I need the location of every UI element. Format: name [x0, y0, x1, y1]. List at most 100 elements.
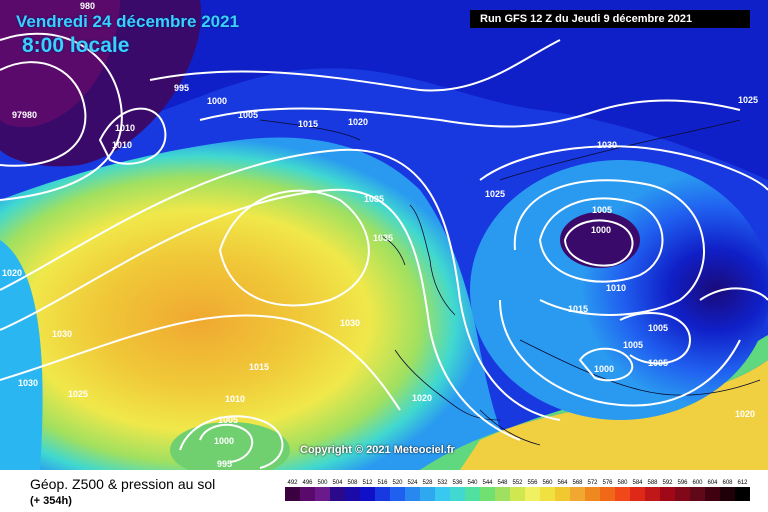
isobar [199, 99, 741, 128]
scale-swatch [645, 487, 660, 501]
forecast-date: Vendredi 24 décembre 2021 [16, 12, 240, 31]
scale-swatch [525, 487, 540, 501]
isobar-label: 1015 [568, 304, 588, 314]
scale-swatch [735, 487, 750, 501]
scale-tick-label: 520 [392, 480, 403, 486]
isobar [0, 188, 521, 441]
subtropical-ridge [0, 137, 520, 470]
scale-swatch [360, 487, 375, 501]
scale-tick-label: 612 [737, 480, 748, 486]
scale-tick-label: 512 [362, 480, 373, 486]
isobar-label: 1035 [364, 194, 384, 204]
isobar [179, 415, 284, 469]
isobar-label: 1020 [412, 393, 432, 403]
isobar-label: 1030 [597, 140, 617, 150]
isobar [0, 61, 87, 167]
isobar-label: 1020 [348, 117, 368, 127]
scale-tick-label: 500 [317, 480, 328, 486]
isobar [619, 311, 692, 365]
isobars [0, 32, 768, 469]
isobar-label: 1005 [623, 340, 643, 350]
isobar [0, 32, 123, 201]
isobar [149, 39, 561, 92]
scale-tick-label: 492 [287, 480, 298, 486]
coastlines [259, 119, 761, 446]
scale-tick-label: 544 [482, 480, 493, 486]
isobar-label: 1005 [592, 205, 612, 215]
scale-swatch [690, 487, 705, 501]
isobar-label: 1000 [591, 225, 611, 235]
scale-tick-label: 504 [332, 480, 343, 486]
scale-tick-label: 540 [467, 480, 478, 486]
polar-vortex-core [0, 0, 120, 128]
scale-swatch [675, 487, 690, 501]
isobar [218, 189, 370, 307]
scale-swatch [615, 487, 630, 501]
scale-tick-label: 564 [557, 480, 568, 486]
isobar-label: 1005 [238, 110, 258, 120]
isobar-label: 995 [217, 459, 232, 469]
scale-swatch [390, 487, 405, 501]
isobar-label: 1030 [18, 378, 38, 388]
isobar-label: 1010 [225, 394, 245, 404]
isobar-label: 1010 [115, 123, 135, 133]
isobar-label: 1015 [298, 119, 318, 129]
isobar-label: 1010 [606, 283, 626, 293]
scale-swatch [345, 487, 360, 501]
isobar-label: 1000 [214, 436, 234, 446]
isobar [499, 299, 741, 407]
scale-tick-label: 548 [497, 480, 508, 486]
isobar-label: 1005 [648, 358, 668, 368]
scale-tick-label: 532 [437, 480, 448, 486]
scale-tick-label: 580 [617, 480, 628, 486]
isobar [563, 219, 634, 267]
isobar-label: 1025 [68, 389, 88, 399]
isobar [513, 179, 705, 316]
scale-swatch [405, 487, 420, 501]
isobar-label: 1005 [218, 415, 238, 425]
scale-tick-label: 524 [407, 480, 418, 486]
scale-swatch [420, 487, 435, 501]
scale-tick-label: 592 [662, 480, 673, 486]
isobar-label: 1025 [485, 189, 505, 199]
isobar-labels: 980 995 97980 1000 1005 1010 1010 1015 1… [2, 1, 758, 469]
isobar-label: 1020 [735, 409, 755, 419]
scale-tick-label: 560 [542, 480, 553, 486]
isobar-label: 980 [80, 1, 95, 11]
isobar-label: 1015 [249, 362, 269, 372]
scale-tick-label: 584 [632, 480, 643, 486]
scale-tick-label: 608 [722, 480, 733, 486]
scale-tick-label: 516 [377, 480, 388, 486]
scale-swatch [660, 487, 675, 501]
scale-swatch [465, 487, 480, 501]
scale-tick-label: 556 [527, 480, 538, 486]
scale-tick-label: 536 [452, 480, 463, 486]
scale-swatch [480, 487, 495, 501]
scale-swatch [705, 487, 720, 501]
isobar [538, 197, 664, 283]
scale-swatch [630, 487, 645, 501]
european-low-region [470, 160, 768, 420]
scale-swatch [375, 487, 390, 501]
scale-swatch [435, 487, 450, 501]
scale-tick-label: 508 [347, 480, 358, 486]
isobar-label: 1030 [52, 329, 72, 339]
scale-tick-label: 496 [302, 480, 313, 486]
scale-swatch [495, 487, 510, 501]
isobar [0, 314, 401, 411]
scale-tick-label: 576 [602, 480, 613, 486]
isobar-label: 1035 [373, 233, 393, 243]
isobar [199, 423, 254, 463]
scale-swatch [585, 487, 600, 501]
scale-tick-label: 568 [572, 480, 583, 486]
isobar-label: 97980 [12, 110, 37, 120]
isobar-label: 1030 [340, 318, 360, 328]
scale-tick-label: 588 [647, 480, 658, 486]
isobar-label: 1020 [2, 268, 22, 278]
chart-title: Géop. Z500 & pression au sol [30, 476, 216, 492]
scale-swatch [555, 487, 570, 501]
isobar-label: 995 [174, 83, 189, 93]
isobar-label: 1000 [207, 96, 227, 106]
scale-tick-label: 552 [512, 480, 523, 486]
